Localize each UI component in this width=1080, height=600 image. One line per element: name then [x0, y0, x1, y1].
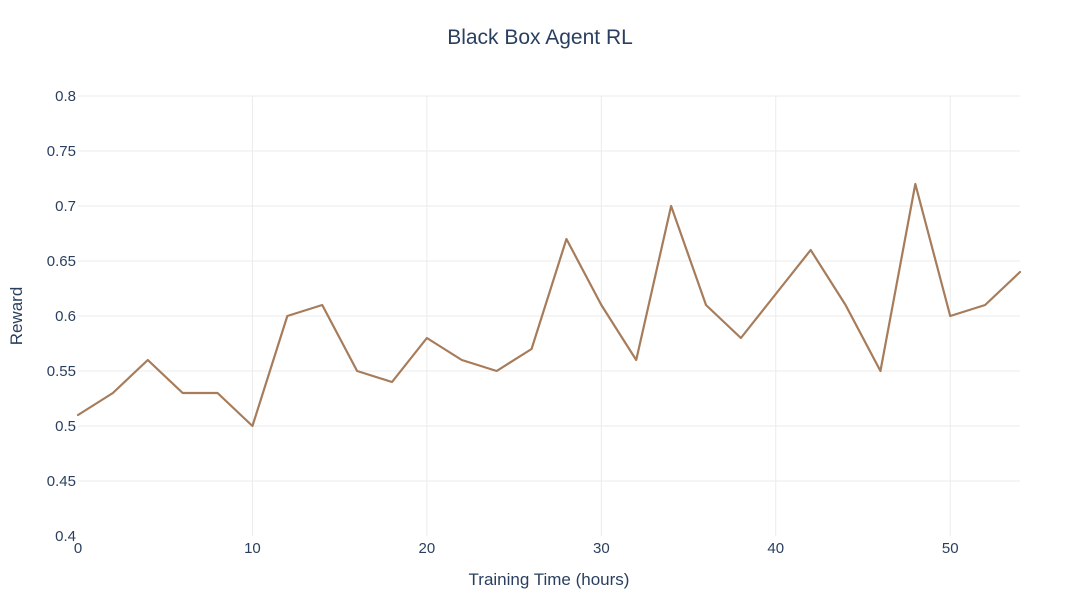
y-tick-labels: 0.4 0.45 0.5 0.55 0.6 0.65 0.7 0.75 0.8	[47, 88, 76, 545]
x-tick-label: 30	[593, 540, 610, 557]
x-tick-label: 10	[244, 540, 261, 557]
x-tick-label: 20	[419, 540, 436, 557]
y-tick-label: 0.4	[55, 528, 76, 545]
y-tick-label: 0.7	[55, 198, 76, 215]
x-tick-label: 0	[74, 540, 82, 557]
x-tick-label: 50	[942, 540, 959, 557]
y-tick-label: 0.75	[47, 143, 76, 160]
y-axis-label: Reward	[7, 287, 26, 346]
y-tick-label: 0.65	[47, 253, 76, 270]
x-tick-label: 40	[767, 540, 784, 557]
series-line	[76, 182, 1022, 428]
y-gridlines	[78, 95, 1020, 482]
series-layer	[76, 182, 1022, 428]
x-tick-labels: 0 10 20 30 40 50	[74, 540, 959, 557]
y-tick-label: 0.6	[55, 308, 76, 325]
y-tick-label: 0.5	[55, 418, 76, 435]
y-tick-label: 0.45	[47, 473, 76, 490]
y-tick-label: 0.55	[47, 363, 76, 380]
chart-title: Black Box Agent RL	[447, 26, 633, 49]
y-tick-label: 0.8	[55, 88, 76, 105]
x-axis-label: Training Time (hours)	[469, 570, 630, 589]
